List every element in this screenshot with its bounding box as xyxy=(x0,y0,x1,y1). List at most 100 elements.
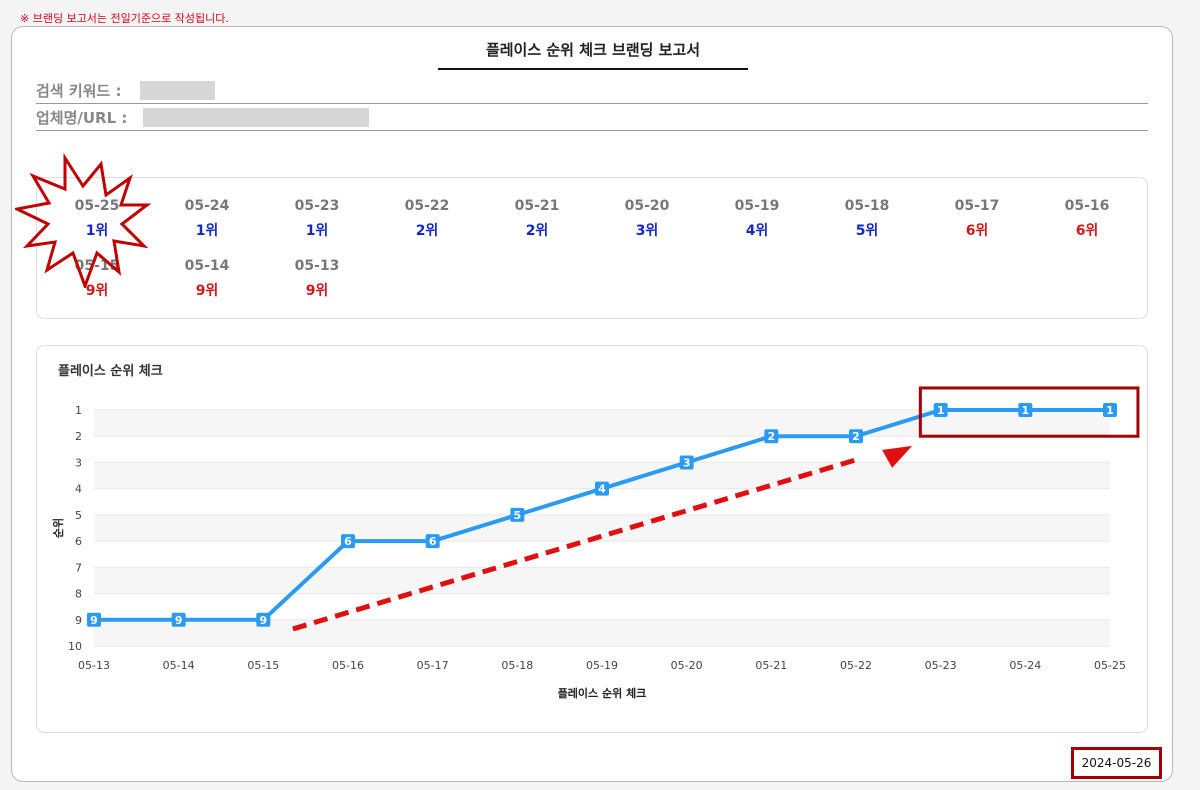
business-label: 업체명/URL : xyxy=(36,109,128,127)
rank-item: 05-13 9위 xyxy=(262,258,372,300)
rank-item: 05-14 9위 xyxy=(152,258,262,300)
rank-item: 05-23 1위 xyxy=(262,198,372,240)
x-tick-label: 05-16 xyxy=(332,659,364,672)
rank-date: 05-18 xyxy=(844,198,890,214)
rank-item: 05-22 2위 xyxy=(372,198,482,240)
rank-value: 9위 xyxy=(195,283,219,299)
business-value-redacted xyxy=(143,108,369,127)
rank-value: 1위 xyxy=(195,223,219,239)
grid-band xyxy=(94,514,1110,542)
rank-value: 2위 xyxy=(525,223,549,239)
keyword-value-redacted xyxy=(140,81,215,100)
y-axis-title: 순위 xyxy=(52,518,65,538)
trend-arrow-line xyxy=(292,457,857,632)
data-label: 1 xyxy=(937,404,945,417)
report-title: 플레이스 순위 체크 브랜딩 보고서 xyxy=(438,39,748,70)
y-tick-label: 8 xyxy=(75,588,82,601)
rank-date: 05-14 xyxy=(184,258,230,274)
y-tick-label: 7 xyxy=(75,561,82,574)
data-point xyxy=(510,507,525,522)
rank-item: 05-17 6위 xyxy=(922,198,1032,240)
y-tick-label: 9 xyxy=(75,614,82,627)
rank-value: 1위 xyxy=(305,223,329,239)
rank-item: 05-20 3위 xyxy=(592,198,702,240)
x-tick-label: 05-22 xyxy=(840,659,872,672)
rank-value: 6위 xyxy=(965,223,989,239)
data-label: 5 xyxy=(514,509,522,522)
data-label: 9 xyxy=(90,614,98,627)
rank-date: 05-23 xyxy=(294,198,340,214)
rank-item: 05-18 5위 xyxy=(812,198,922,240)
report-card: 플레이스 순위 체크 브랜딩 보고서 검색 키워드 : 업체명/URL : 05… xyxy=(11,26,1173,782)
rank-date: 05-13 xyxy=(294,258,340,274)
x-tick-label: 05-19 xyxy=(586,659,618,672)
data-point xyxy=(1018,403,1033,417)
rank-item: 05-19 4위 xyxy=(702,198,812,240)
data-label: 1 xyxy=(1106,404,1114,417)
data-point xyxy=(849,429,863,444)
data-label: 1 xyxy=(1022,404,1030,417)
y-tick-label: 3 xyxy=(75,456,82,469)
rank-date: 05-16 xyxy=(1064,198,1110,214)
rank-value: 2위 xyxy=(415,223,439,239)
y-tick-label: 6 xyxy=(75,535,82,548)
x-tick-label: 05-25 xyxy=(1094,659,1126,672)
x-tick-label: 05-20 xyxy=(671,659,703,672)
data-label: 2 xyxy=(768,430,776,443)
data-label: 4 xyxy=(598,483,606,496)
data-point xyxy=(1103,403,1117,417)
data-point xyxy=(171,612,186,627)
keyword-row: 검색 키워드 : xyxy=(36,79,1148,104)
data-point xyxy=(425,534,440,549)
rank-item: 05-21 2위 xyxy=(482,198,592,240)
data-point xyxy=(341,534,355,549)
rank-chart-panel: 플레이스 순위 체크 1 2 3 4 5 6 7 8 9 10 05-13 05-14 05-15 05-… xyxy=(36,345,1148,733)
data-label: 2 xyxy=(852,430,860,443)
x-tick-label: 05-23 xyxy=(925,659,957,672)
rank-date: 05-21 xyxy=(514,198,560,214)
rank-date: 05-22 xyxy=(404,198,450,214)
y-tick-label: 2 xyxy=(75,430,82,443)
x-tick-label: 05-24 xyxy=(1009,659,1041,672)
notice-text: ※ 브랜딩 보고서는 전일기준으로 작성됩니다. xyxy=(20,12,229,25)
rank-value: 1위 xyxy=(85,223,109,239)
data-label: 9 xyxy=(260,614,268,627)
rank-value: 9위 xyxy=(305,283,329,299)
ranking-summary: 05-25 1위 05-24 1위 05-23 1위 05-22 2위 05-21 2위 05-20… xyxy=(15,152,1148,319)
data-label: 9 xyxy=(175,614,183,627)
x-tick-label: 05-14 xyxy=(163,659,195,672)
data-point xyxy=(595,481,609,496)
grid-band xyxy=(94,410,1110,437)
rank-item: 05-15 9위 xyxy=(42,258,152,300)
x-tick-label: 05-18 xyxy=(501,659,533,672)
y-tick-label: 4 xyxy=(75,483,82,496)
data-point xyxy=(933,403,948,417)
rank-date: 05-20 xyxy=(624,198,670,214)
highlight-box xyxy=(918,386,1140,438)
data-label: 6 xyxy=(344,535,352,548)
data-point xyxy=(764,429,779,444)
x-tick-label: 05-17 xyxy=(417,659,449,672)
data-point xyxy=(87,612,101,627)
business-row: 업체명/URL : xyxy=(36,106,1148,131)
x-tick-label: 05-15 xyxy=(247,659,279,672)
rank-item: 05-16 6위 xyxy=(1032,198,1142,240)
data-label: 6 xyxy=(429,535,437,548)
trend-arrow-head xyxy=(882,445,913,468)
y-tick-label: 10 xyxy=(68,640,82,653)
x-tick-label: 05-21 xyxy=(755,659,787,672)
rank-value: 9위 xyxy=(85,283,109,299)
rank-item: 05-24 1위 xyxy=(152,198,262,240)
rank-value: 6위 xyxy=(1075,223,1099,239)
rank-value: 3위 xyxy=(635,223,659,239)
rank-date: 05-17 xyxy=(954,198,1000,214)
rank-item: 05-25 1위 xyxy=(42,198,152,240)
y-tick-label: 1 xyxy=(75,404,82,417)
data-point xyxy=(679,455,694,470)
grid-band xyxy=(94,619,1110,646)
grid-band xyxy=(94,567,1110,594)
report-date: 2024-05-26 xyxy=(1071,747,1162,779)
data-point xyxy=(256,612,271,627)
x-tick-label: 05-13 xyxy=(78,659,110,672)
